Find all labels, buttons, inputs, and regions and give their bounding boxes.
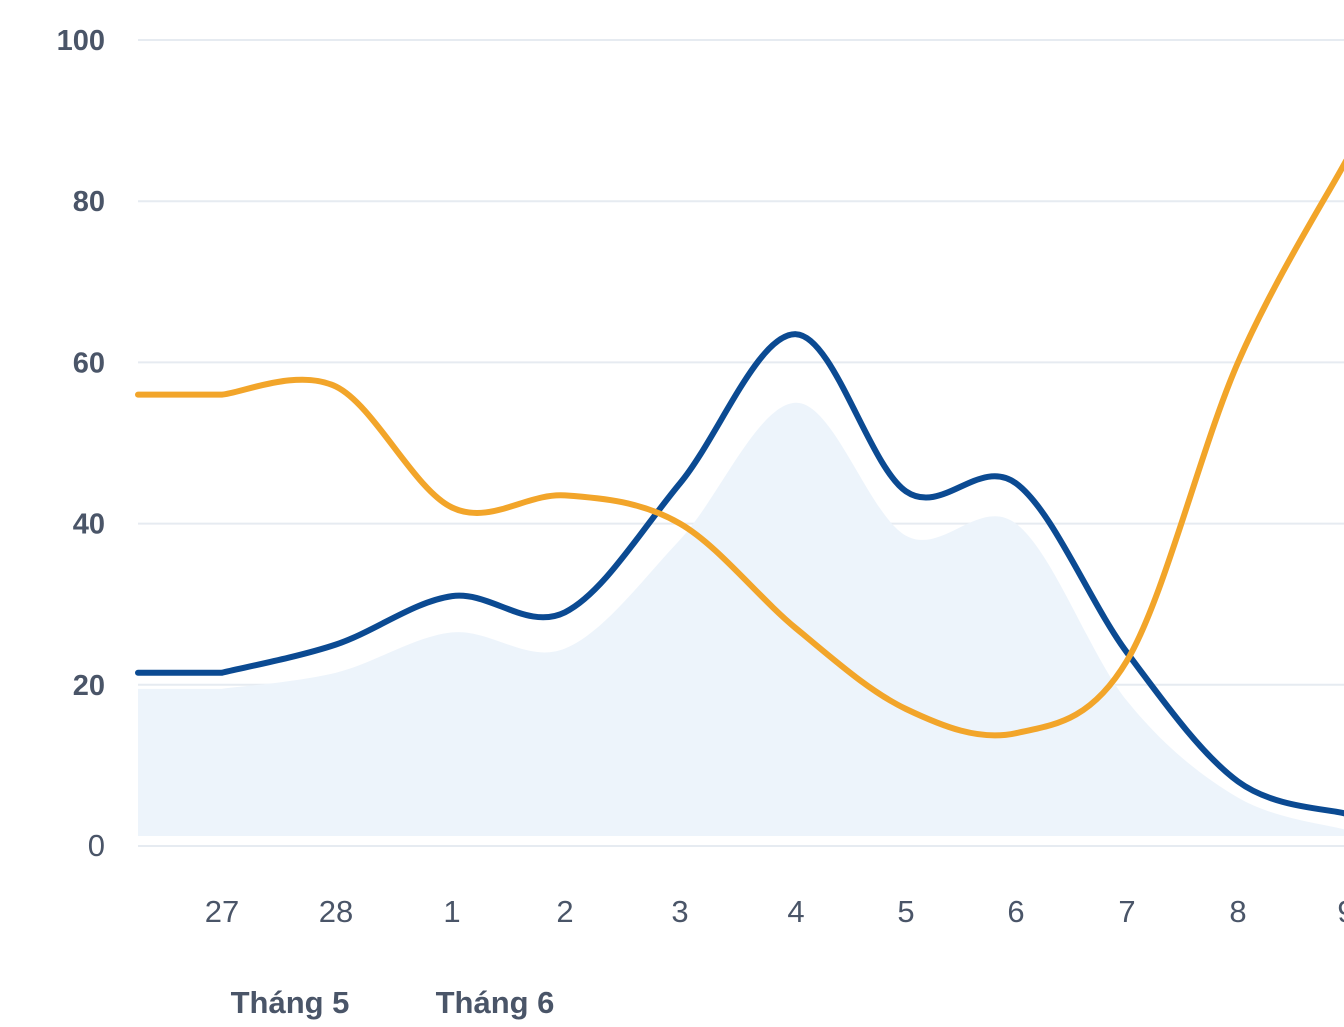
month-label-1: Tháng 5 <box>231 985 350 1020</box>
x-tick-label-9: 9 <box>1337 894 1344 929</box>
area-layer <box>138 402 1344 836</box>
x-tick-label-2: 2 <box>556 894 573 929</box>
x-tick-label-3: 3 <box>671 894 688 929</box>
x-tick-label-5: 5 <box>897 894 914 929</box>
blue-series-line <box>135 331 1344 817</box>
x-tick-label-28: 28 <box>319 894 353 929</box>
x-tick-label-1: 1 <box>443 894 460 929</box>
y-tick-label-60: 60 <box>73 347 105 379</box>
y-tick-label-0: 0 <box>88 828 105 863</box>
x-tick-label-4: 4 <box>787 894 804 929</box>
series-layer <box>135 158 1344 817</box>
x-tick-label-7: 7 <box>1118 894 1135 929</box>
orange-series-line <box>135 158 1344 739</box>
y-tick-label-20: 20 <box>73 670 105 702</box>
y-tick-label-40: 40 <box>73 509 105 541</box>
area-series <box>138 402 1344 836</box>
axis-layer: 0 20 40 60 80 100 27 28 1 2 3 4 5 6 7 8 9 Tháng 5 Tháng 6 <box>57 25 1344 1020</box>
x-tick-label-27: 27 <box>205 894 239 929</box>
x-tick-label-8: 8 <box>1229 894 1246 929</box>
x-tick-label-6: 6 <box>1007 894 1024 929</box>
y-tick-label-100: 100 <box>57 25 105 57</box>
y-tick-label-80: 80 <box>73 186 105 218</box>
month-label-2: Tháng 6 <box>436 985 555 1020</box>
